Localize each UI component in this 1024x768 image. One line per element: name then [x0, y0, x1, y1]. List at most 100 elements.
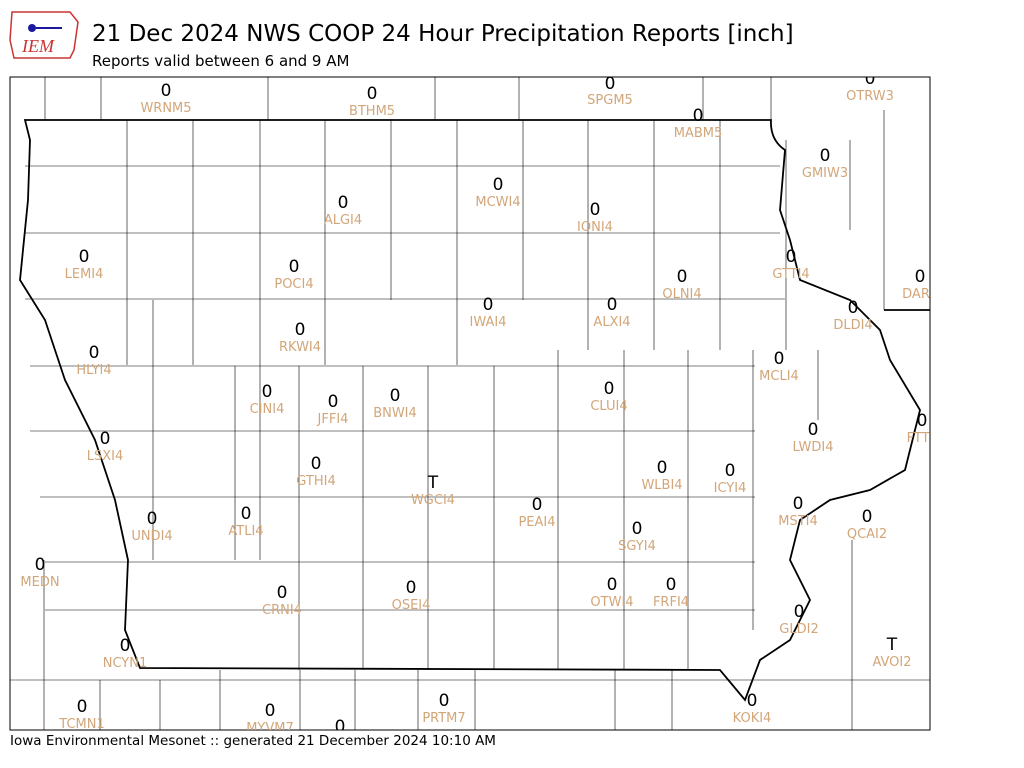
- station-id: GLDI2: [779, 622, 818, 637]
- station-value: 0: [774, 349, 785, 369]
- station-value: 0: [604, 379, 615, 399]
- station-value: 0: [265, 701, 276, 721]
- station-id: SGYI4: [618, 539, 656, 554]
- station-value: 0: [917, 411, 928, 431]
- station-value: 0: [865, 69, 876, 89]
- station-id: OTWI4: [590, 595, 633, 610]
- station-id: ICYI4: [714, 481, 747, 496]
- station-value: 0: [915, 267, 926, 287]
- station-id: CINI4: [250, 402, 285, 417]
- station-id: FRFI4: [653, 595, 689, 610]
- station-value: 0: [439, 691, 450, 711]
- station-value: 0: [693, 106, 704, 126]
- station-id: POCI4: [274, 277, 313, 292]
- station-value: 0: [532, 495, 543, 515]
- station-id: KOKI4: [733, 711, 772, 726]
- station-value: 0: [820, 146, 831, 166]
- station-value: 0: [241, 504, 252, 524]
- station-id: UNDI4: [131, 529, 172, 544]
- station-id: CRNI4: [262, 603, 302, 618]
- station-id: SPGM5: [587, 93, 633, 108]
- station-value: 0: [311, 454, 322, 474]
- station-id: CLUI4: [590, 399, 627, 414]
- station-id: DAR: [902, 287, 930, 302]
- station-value: 0: [262, 382, 273, 402]
- station-id: LSXI4: [87, 449, 124, 464]
- station-value: 0: [677, 267, 688, 287]
- station-value: 0: [35, 555, 46, 575]
- station-value: 0: [493, 175, 504, 195]
- station-id: DLDI4: [833, 318, 872, 333]
- station-id: MCLI4: [759, 369, 799, 384]
- logo: IEM: [9, 11, 79, 59]
- station-value: 0: [483, 295, 494, 315]
- station-id: OLNI4: [662, 287, 701, 302]
- station-value: 0: [808, 420, 819, 440]
- station-value: 0: [862, 507, 873, 527]
- station-id: JFFI4: [317, 412, 349, 427]
- station-id: HLYI4: [76, 363, 111, 378]
- station-value: 0: [328, 392, 339, 412]
- station-id: BNWI4: [373, 406, 417, 421]
- station-value: 0: [89, 343, 100, 363]
- station-value: 0: [390, 386, 401, 406]
- station-value: 0: [747, 691, 758, 711]
- station-value: 0: [289, 257, 300, 277]
- station-value: 0: [632, 519, 643, 539]
- station-value: 0: [794, 602, 805, 622]
- station-id: MABM5: [674, 126, 723, 141]
- station-id: LWDI4: [792, 440, 833, 455]
- station-id: WLBI4: [641, 478, 682, 493]
- station-value: 0: [367, 84, 378, 104]
- station-id: MEDN: [20, 575, 59, 590]
- station-value: 0: [147, 509, 158, 529]
- station-id: QCAI2: [847, 527, 887, 542]
- station-id: GMIW3: [802, 166, 848, 181]
- station-id: GTHI4: [296, 474, 335, 489]
- station-value: 0: [607, 295, 618, 315]
- station-id: AVOI2: [872, 655, 911, 670]
- station-value: 0: [120, 636, 131, 656]
- station-id: RKWI4: [279, 340, 321, 355]
- station-id: ATLI4: [228, 524, 263, 539]
- station-id: ALXI4: [593, 315, 630, 330]
- station-id: WGCI4: [411, 493, 455, 508]
- station-value: 0: [295, 320, 306, 340]
- station-value: 0: [605, 74, 616, 94]
- station-id: OSEI4: [392, 598, 431, 613]
- map-frame: [9, 76, 931, 731]
- station-id: PEAI4: [518, 515, 555, 530]
- logo-text: IEM: [21, 36, 55, 56]
- station-id: GTTI4: [772, 267, 809, 282]
- station-id: ALGI4: [324, 213, 362, 228]
- station-id: OTRW3: [846, 89, 894, 104]
- station-id: MCWI4: [475, 195, 520, 210]
- station-value: 0: [100, 429, 111, 449]
- station-id: TCMN1: [58, 717, 104, 732]
- station-value: 0: [725, 461, 736, 481]
- station-value: 0: [590, 200, 601, 220]
- title: 21 Dec 2024 NWS COOP 24 Hour Precipitati…: [92, 21, 794, 47]
- station-value: 0: [161, 81, 172, 101]
- station-id: PRTM7: [422, 711, 465, 726]
- station-value: 0: [338, 193, 349, 213]
- station-id: LEMI4: [65, 267, 104, 282]
- station-id: NCYN1: [103, 656, 148, 671]
- station-value: 0: [277, 583, 288, 603]
- station-id: IONI4: [577, 220, 613, 235]
- station-value: 0: [77, 697, 88, 717]
- station-id: IWAI4: [470, 315, 507, 330]
- station-id: BTHM5: [349, 104, 395, 119]
- station-value: 0: [335, 717, 346, 737]
- subtitle: Reports valid between 6 and 9 AM: [92, 52, 349, 70]
- station-value: 0: [406, 578, 417, 598]
- station-id: WRNM5: [140, 101, 191, 116]
- station-id: MSTI4: [778, 514, 818, 529]
- station-value: 0: [607, 575, 618, 595]
- basemap: [10, 77, 930, 730]
- station-id: FTTI: [907, 431, 934, 446]
- station-value: 0: [666, 575, 677, 595]
- station-value: 0: [848, 298, 859, 318]
